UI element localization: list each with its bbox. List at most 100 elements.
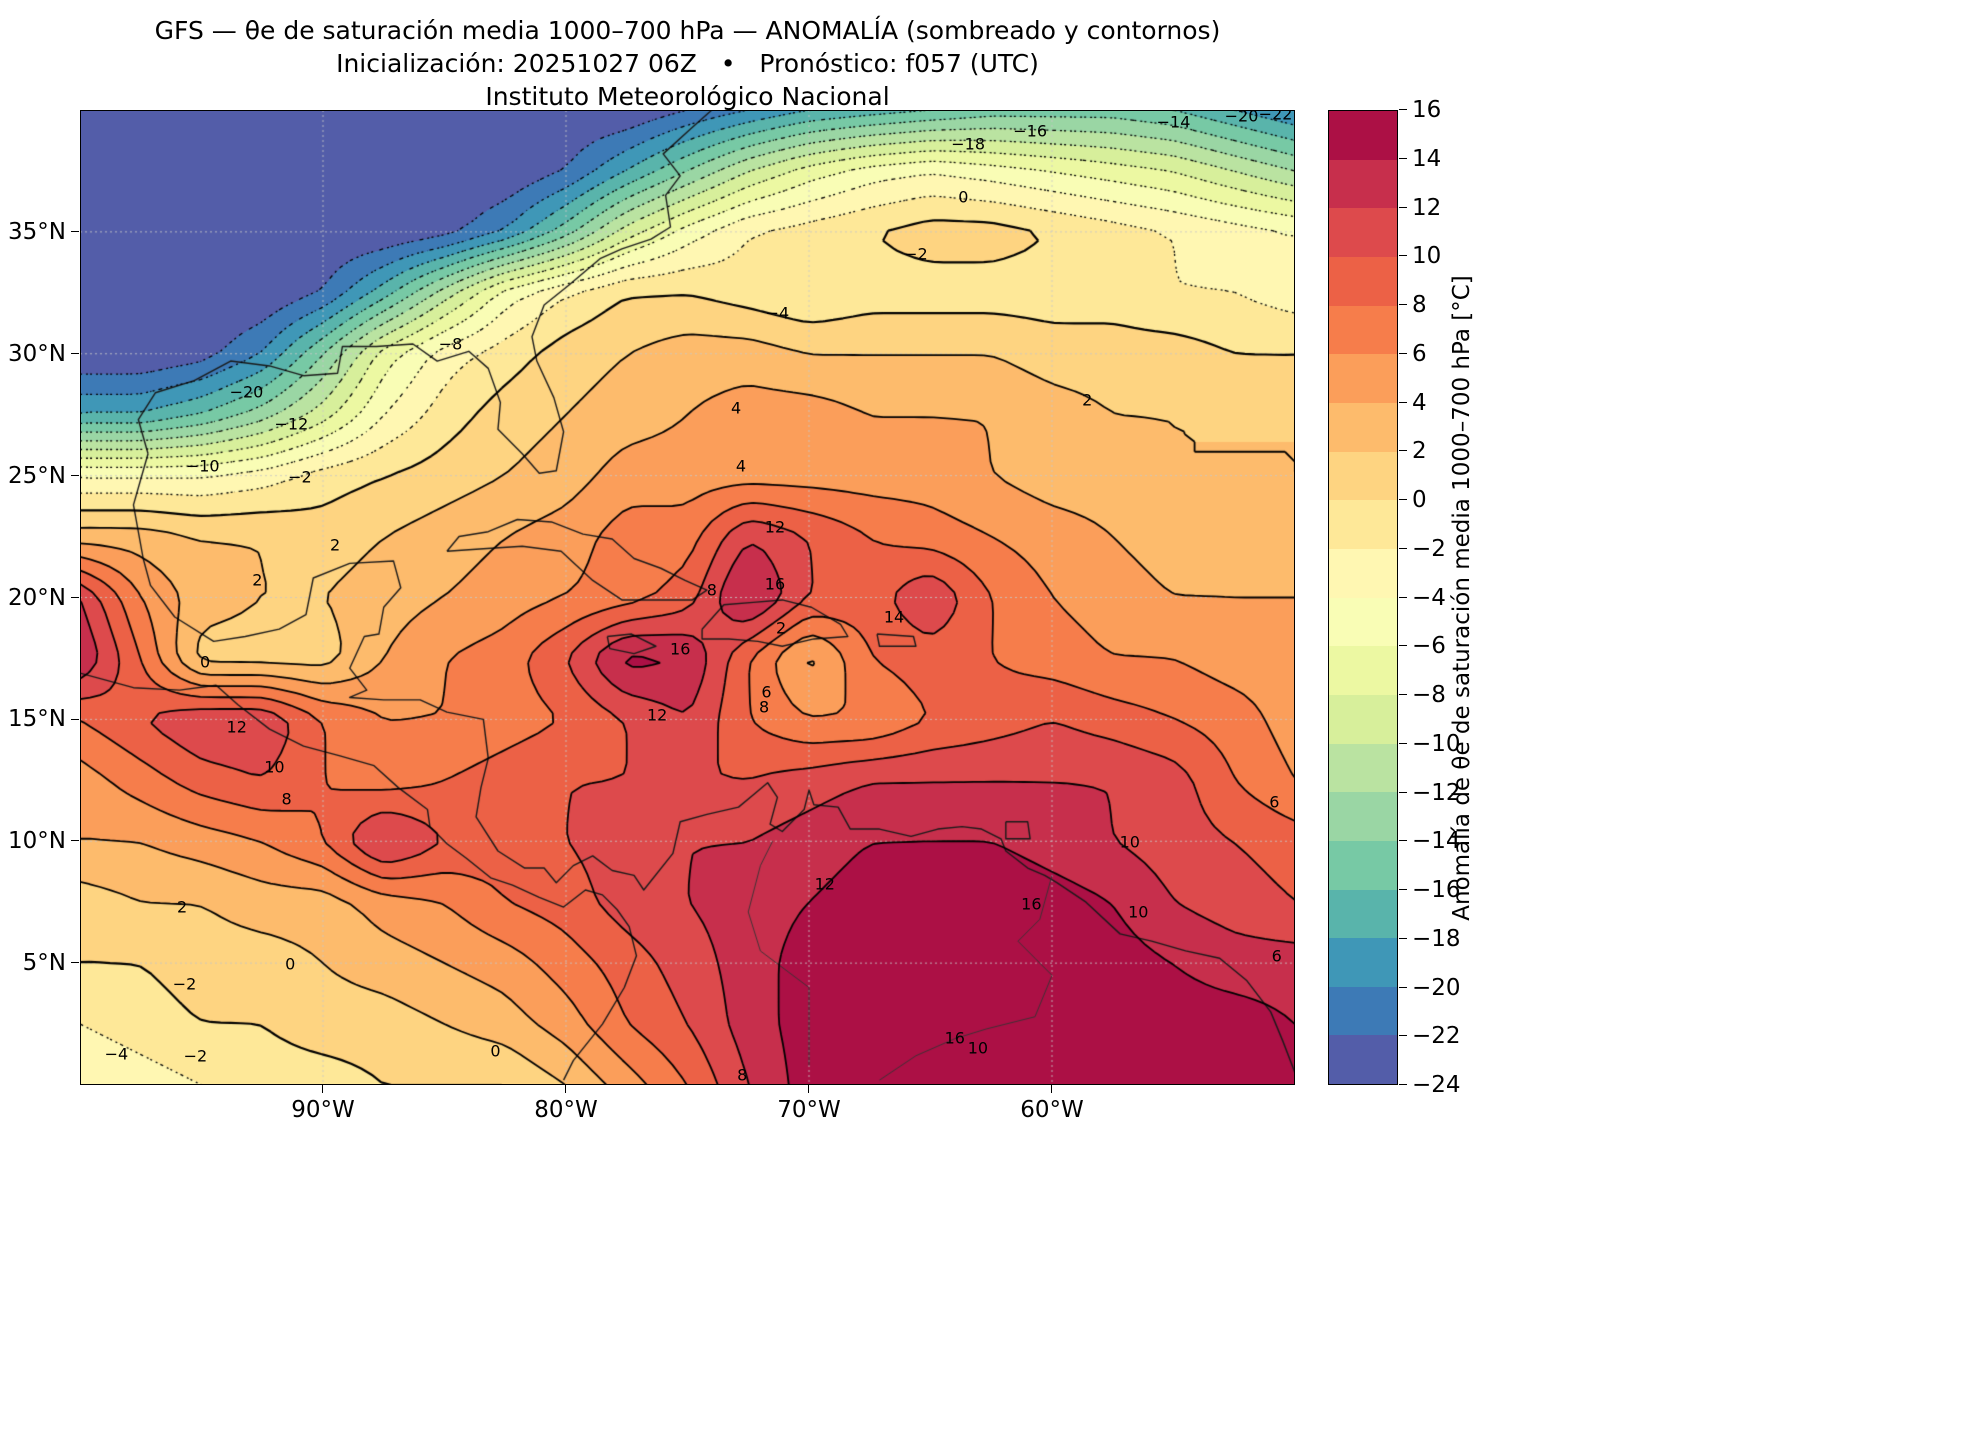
- lat-tick-label: 15°N: [8, 706, 66, 733]
- colorbar-tick-label: 4: [1412, 389, 1427, 416]
- colorbar-band: [1329, 548, 1397, 598]
- colorbar-band: [1329, 208, 1397, 257]
- contour-label: 6: [1271, 946, 1282, 966]
- contour-label: 10: [967, 1038, 989, 1058]
- colorbar-band: [1329, 938, 1397, 987]
- lon-tick-label: 70°W: [777, 1097, 841, 1123]
- contour-label: 2: [330, 535, 341, 555]
- colorbar-tick-label: 14: [1412, 145, 1442, 172]
- colorbar-band: [1329, 451, 1397, 501]
- lon-tick-label: 80°W: [534, 1097, 598, 1123]
- lat-tick-mark: [71, 596, 79, 598]
- lat-tick-label: 20°N: [8, 584, 66, 611]
- lat-tick-label: 35°N: [8, 218, 66, 245]
- chart-subtitle: Inicialización: 20251027 06Z • Pronóstic…: [336, 49, 1039, 78]
- contour-label: 0: [285, 954, 296, 974]
- colorbar-tick-mark: [1399, 791, 1407, 793]
- lon-tick-mark: [322, 1085, 324, 1093]
- contour-label: −22: [1258, 110, 1293, 124]
- chart-title: GFS — θe de saturación media 1000–700 hP…: [154, 16, 1221, 45]
- colorbar-band: [1329, 694, 1397, 744]
- colorbar-tick-label: 12: [1412, 194, 1442, 221]
- contour-label: −2: [904, 244, 928, 264]
- colorbar-band: [1329, 743, 1397, 793]
- colorbar-band: [1329, 111, 1397, 160]
- contour-label: 10: [1119, 832, 1140, 852]
- colorbar-band: [1329, 840, 1397, 890]
- colorbar-tick-mark: [1399, 499, 1407, 501]
- contour-label: 12: [226, 717, 247, 737]
- lat-tick-mark: [71, 231, 79, 233]
- colorbar-tick-mark: [1399, 645, 1407, 647]
- colorbar-tick-mark: [1399, 157, 1407, 159]
- colorbar-band: [1329, 792, 1397, 841]
- contour-label: 0: [490, 1041, 501, 1061]
- anomaly-map-canvas: [80, 110, 1295, 1085]
- contour-label: 12: [814, 874, 835, 894]
- contour-label: −20: [1224, 110, 1259, 126]
- colorbar-tick-mark: [1399, 889, 1407, 891]
- contour-label: −2: [172, 974, 197, 994]
- contour-label: 6: [1269, 792, 1280, 812]
- contour-label: 4: [735, 456, 747, 476]
- colorbar-band: [1329, 354, 1397, 403]
- colorbar: [1328, 110, 1398, 1085]
- contour-label: 16: [670, 639, 691, 659]
- colorbar-tick-mark: [1399, 1084, 1407, 1086]
- lon-tick-label: 90°W: [291, 1097, 355, 1123]
- lon-tick-mark: [1051, 1085, 1053, 1093]
- colorbar-tick-label: 6: [1412, 340, 1427, 367]
- colorbar-tick-mark: [1399, 255, 1407, 257]
- lon-tick-label: 60°W: [1020, 1097, 1084, 1123]
- contour-label: −2: [288, 467, 312, 487]
- chart-institution: Instituto Meteorológico Nacional: [485, 82, 890, 111]
- colorbar-tick-mark: [1399, 547, 1407, 549]
- lat-tick-mark: [71, 840, 79, 842]
- colorbar-band: [1329, 305, 1397, 355]
- colorbar-band: [1329, 597, 1397, 647]
- colorbar-tick-mark: [1399, 352, 1407, 354]
- colorbar-tick-label: 10: [1412, 243, 1442, 270]
- map-plot-area: 0 −18 −16 −14 −20 −22 −2 −4 −8 −20 −12 −10 −2 4 2 4 2 2 12…: [80, 110, 1295, 1085]
- contour-label: −4: [104, 1044, 129, 1064]
- colorbar-tick-label: 2: [1412, 438, 1427, 465]
- contour-label: 2: [252, 570, 263, 590]
- colorbar-band: [1329, 646, 1397, 695]
- contour-label: −20: [229, 382, 264, 402]
- contour-label: 16: [944, 1028, 965, 1048]
- colorbar-band: [1329, 159, 1397, 209]
- lat-tick-mark: [71, 352, 79, 354]
- colorbar-band: [1329, 889, 1397, 939]
- contour-label: 0: [200, 652, 211, 672]
- lat-tick-label: 5°N: [22, 950, 66, 977]
- colorbar-tick-mark: [1399, 206, 1407, 208]
- colorbar-tick-label: 8: [1412, 292, 1427, 318]
- contour-label: 2: [176, 897, 188, 917]
- lat-tick-label: 10°N: [8, 828, 66, 855]
- colorbar-band: [1329, 256, 1397, 306]
- colorbar-tick-mark: [1399, 1035, 1407, 1037]
- lat-tick-mark: [71, 474, 79, 476]
- contour-label: 4: [731, 398, 742, 418]
- contour-label: 2: [1082, 390, 1093, 410]
- contour-label: −8: [438, 334, 463, 354]
- colorbar-band: [1329, 986, 1397, 1036]
- colorbar-tick-mark: [1399, 304, 1407, 306]
- contour-label: 0: [958, 187, 969, 207]
- lat-tick-label: 25°N: [8, 462, 66, 489]
- title-block: GFS — θe de saturación media 1000–700 hP…: [80, 14, 1295, 113]
- colorbar-tick-mark: [1399, 596, 1407, 598]
- colorbar-tick-mark: [1399, 742, 1407, 744]
- contour-label: 2: [775, 618, 787, 638]
- lat-tick-mark: [71, 962, 79, 964]
- colorbar-label: Anomalía de θe de saturación media 1000–…: [1449, 274, 1475, 921]
- lat-tick-mark: [71, 718, 79, 720]
- contour-label: −16: [1013, 121, 1048, 141]
- contour-label: 10: [264, 757, 285, 777]
- contour-label: 12: [646, 705, 668, 724]
- colorbar-tick-mark: [1399, 694, 1407, 696]
- colorbar-tick-mark: [1399, 937, 1407, 939]
- contour-label: −18: [951, 134, 986, 154]
- contour-label: 14: [883, 607, 905, 627]
